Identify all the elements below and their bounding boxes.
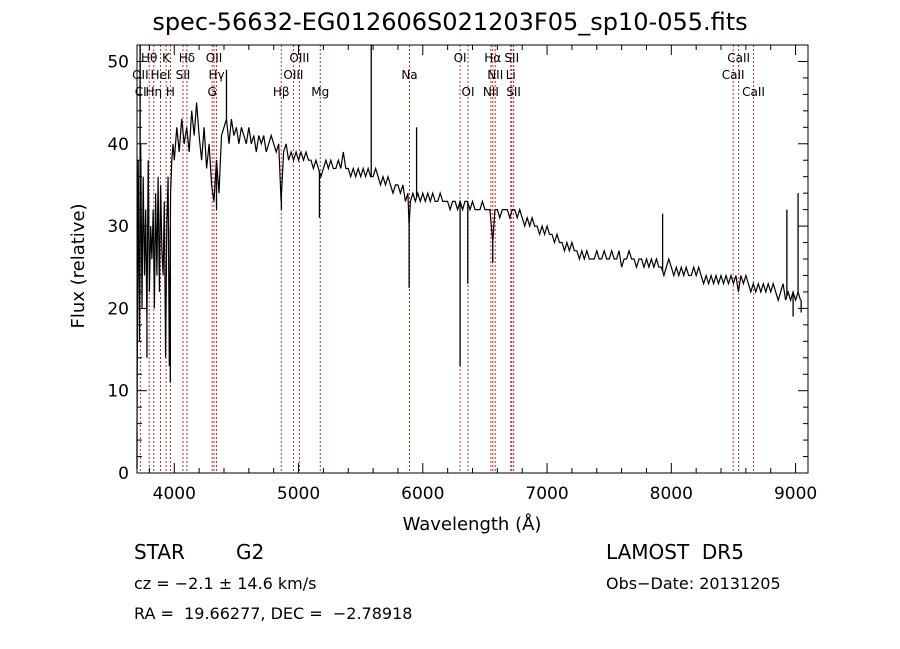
survey-label: LAMOST DR5 [606,540,744,564]
line-annotation-label: Hδ [179,51,195,65]
plot-frame [136,44,809,474]
y-tick-label: 40 [107,135,129,155]
line-annotation-label: Hη [145,85,162,99]
line-annotation-label: Hβ [273,85,290,99]
x-tick-label: 8000 [650,484,693,504]
radec-label: RA = 19.66277, DEC = −2.78918 [134,604,413,623]
line-annotation-label: NII [483,85,499,99]
line-annotation-label: K [162,51,171,65]
line-annotation-label: CaII [742,85,765,99]
line-annotation-label: CaII [722,68,745,82]
plot-area [136,45,802,469]
line-markers [139,45,755,473]
x-tick-label: 7000 [525,484,568,504]
x-tick-label: 5000 [277,484,320,504]
line-annotation-label: OIII [283,68,303,82]
line-annotation-label: Hα [484,51,501,65]
line-annotation-label: Hθ [141,51,157,65]
obs-date-label: Obs−Date: 20131205 [606,574,781,593]
y-tick-label: 10 [107,382,129,402]
line-annotation-label: OI [454,51,467,65]
line-annotation-label: SII [176,68,191,82]
y-tick-label: 30 [107,217,129,237]
line-annotation-label: CaII [727,51,750,65]
line-annotation-label: G [208,85,217,99]
x-tick-label: 9000 [774,484,817,504]
class-label: STAR [134,540,185,564]
y-axis-label: Flux (relative) [68,203,89,328]
cz-label: cz = −2.1 ± 14.6 km/s [134,574,317,593]
axes: 4000 5000 6000 7000 8000 9000 0 10 20 30 40 50 [107,44,817,504]
line-annotation-label: Mg [311,85,329,99]
line-annotation-label: SII [504,51,519,65]
line-annotation-label: OIII [289,51,309,65]
line-annotation-label: HeI [151,68,171,82]
line-annotation-label: Hγ [208,68,224,82]
subclass-label: G2 [236,540,265,564]
line-annotation-label: Na [401,68,417,82]
line-annotation-label: OI [462,85,475,99]
x-tick-label: 6000 [401,484,444,504]
line-annotation-label: H [166,85,175,99]
line-annotations: HθKHδOIIOIIIOIHαSIICaIIOIIHeISIIHγOIIINa… [132,51,765,99]
y-tick-label: 20 [107,299,129,319]
x-tick-label: 4000 [153,484,196,504]
line-annotation-label: NII [487,68,503,82]
spectrum-series-line [136,102,802,432]
line-annotation-label: SII [506,85,521,99]
x-axis-label: Wavelength (Å) [403,513,542,535]
line-annotation-label: OII [206,51,223,65]
y-tick-label: 50 [107,52,129,72]
y-tick-label: 0 [118,464,129,484]
chart-title: spec-56632-EG012606S021203F05_sp10-055.f… [152,8,748,36]
line-annotation-label: Li [506,68,516,82]
